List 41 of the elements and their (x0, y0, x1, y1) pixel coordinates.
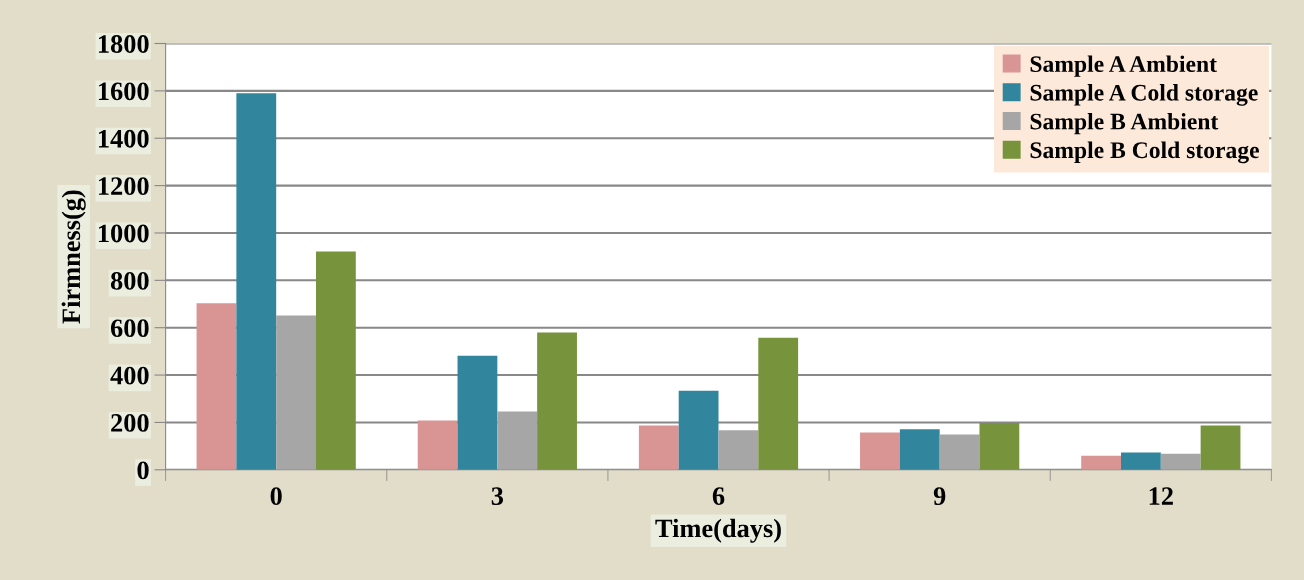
bar (638, 425, 679, 470)
x-tick-label: 12 (1149, 487, 1173, 505)
bar (497, 411, 538, 470)
bar (537, 332, 577, 470)
bar (236, 93, 277, 470)
bar (860, 432, 900, 470)
bar (276, 315, 316, 470)
legend-label: Sample B Ambient (1030, 112, 1219, 135)
x-tick-label: 3 (491, 487, 504, 506)
bar (1200, 425, 1241, 470)
legend-label: Sample B Cold storage (1030, 141, 1259, 164)
bar (196, 303, 237, 470)
y-tick-label: 1200 (98, 177, 149, 196)
y-tick-label: 1600 (98, 82, 149, 101)
bar (1121, 452, 1161, 470)
x-axis-title: Time(days) (655, 518, 781, 543)
bar (1160, 453, 1201, 470)
x-tick-label: 0 (270, 487, 282, 506)
bar (1081, 455, 1122, 470)
legend-label: Sample A Ambient (1030, 55, 1217, 77)
x-tick-label: 6 (712, 487, 725, 506)
y-tick-label: 400 (110, 366, 149, 385)
bar (939, 434, 980, 470)
y-tick-label: 1400 (98, 129, 149, 148)
bar (758, 337, 799, 470)
bar (417, 420, 458, 470)
y-tick-label: 600 (110, 319, 149, 338)
bar (457, 355, 498, 470)
bar (979, 422, 1020, 470)
y-axis-title: Firmness(g) (61, 190, 86, 324)
bar (316, 251, 356, 470)
bar (678, 390, 719, 470)
y-tick-label: 1800 (98, 35, 149, 53)
y-tick-label: 200 (111, 414, 149, 432)
bar (718, 430, 759, 470)
legend-label: Sample A Cold storage (1030, 84, 1258, 106)
x-tick-label: 9 (933, 487, 946, 506)
bar (899, 429, 940, 470)
y-tick-label: 0 (137, 461, 149, 480)
y-tick-label: 1000 (98, 224, 149, 243)
y-tick-label: 800 (110, 271, 149, 290)
